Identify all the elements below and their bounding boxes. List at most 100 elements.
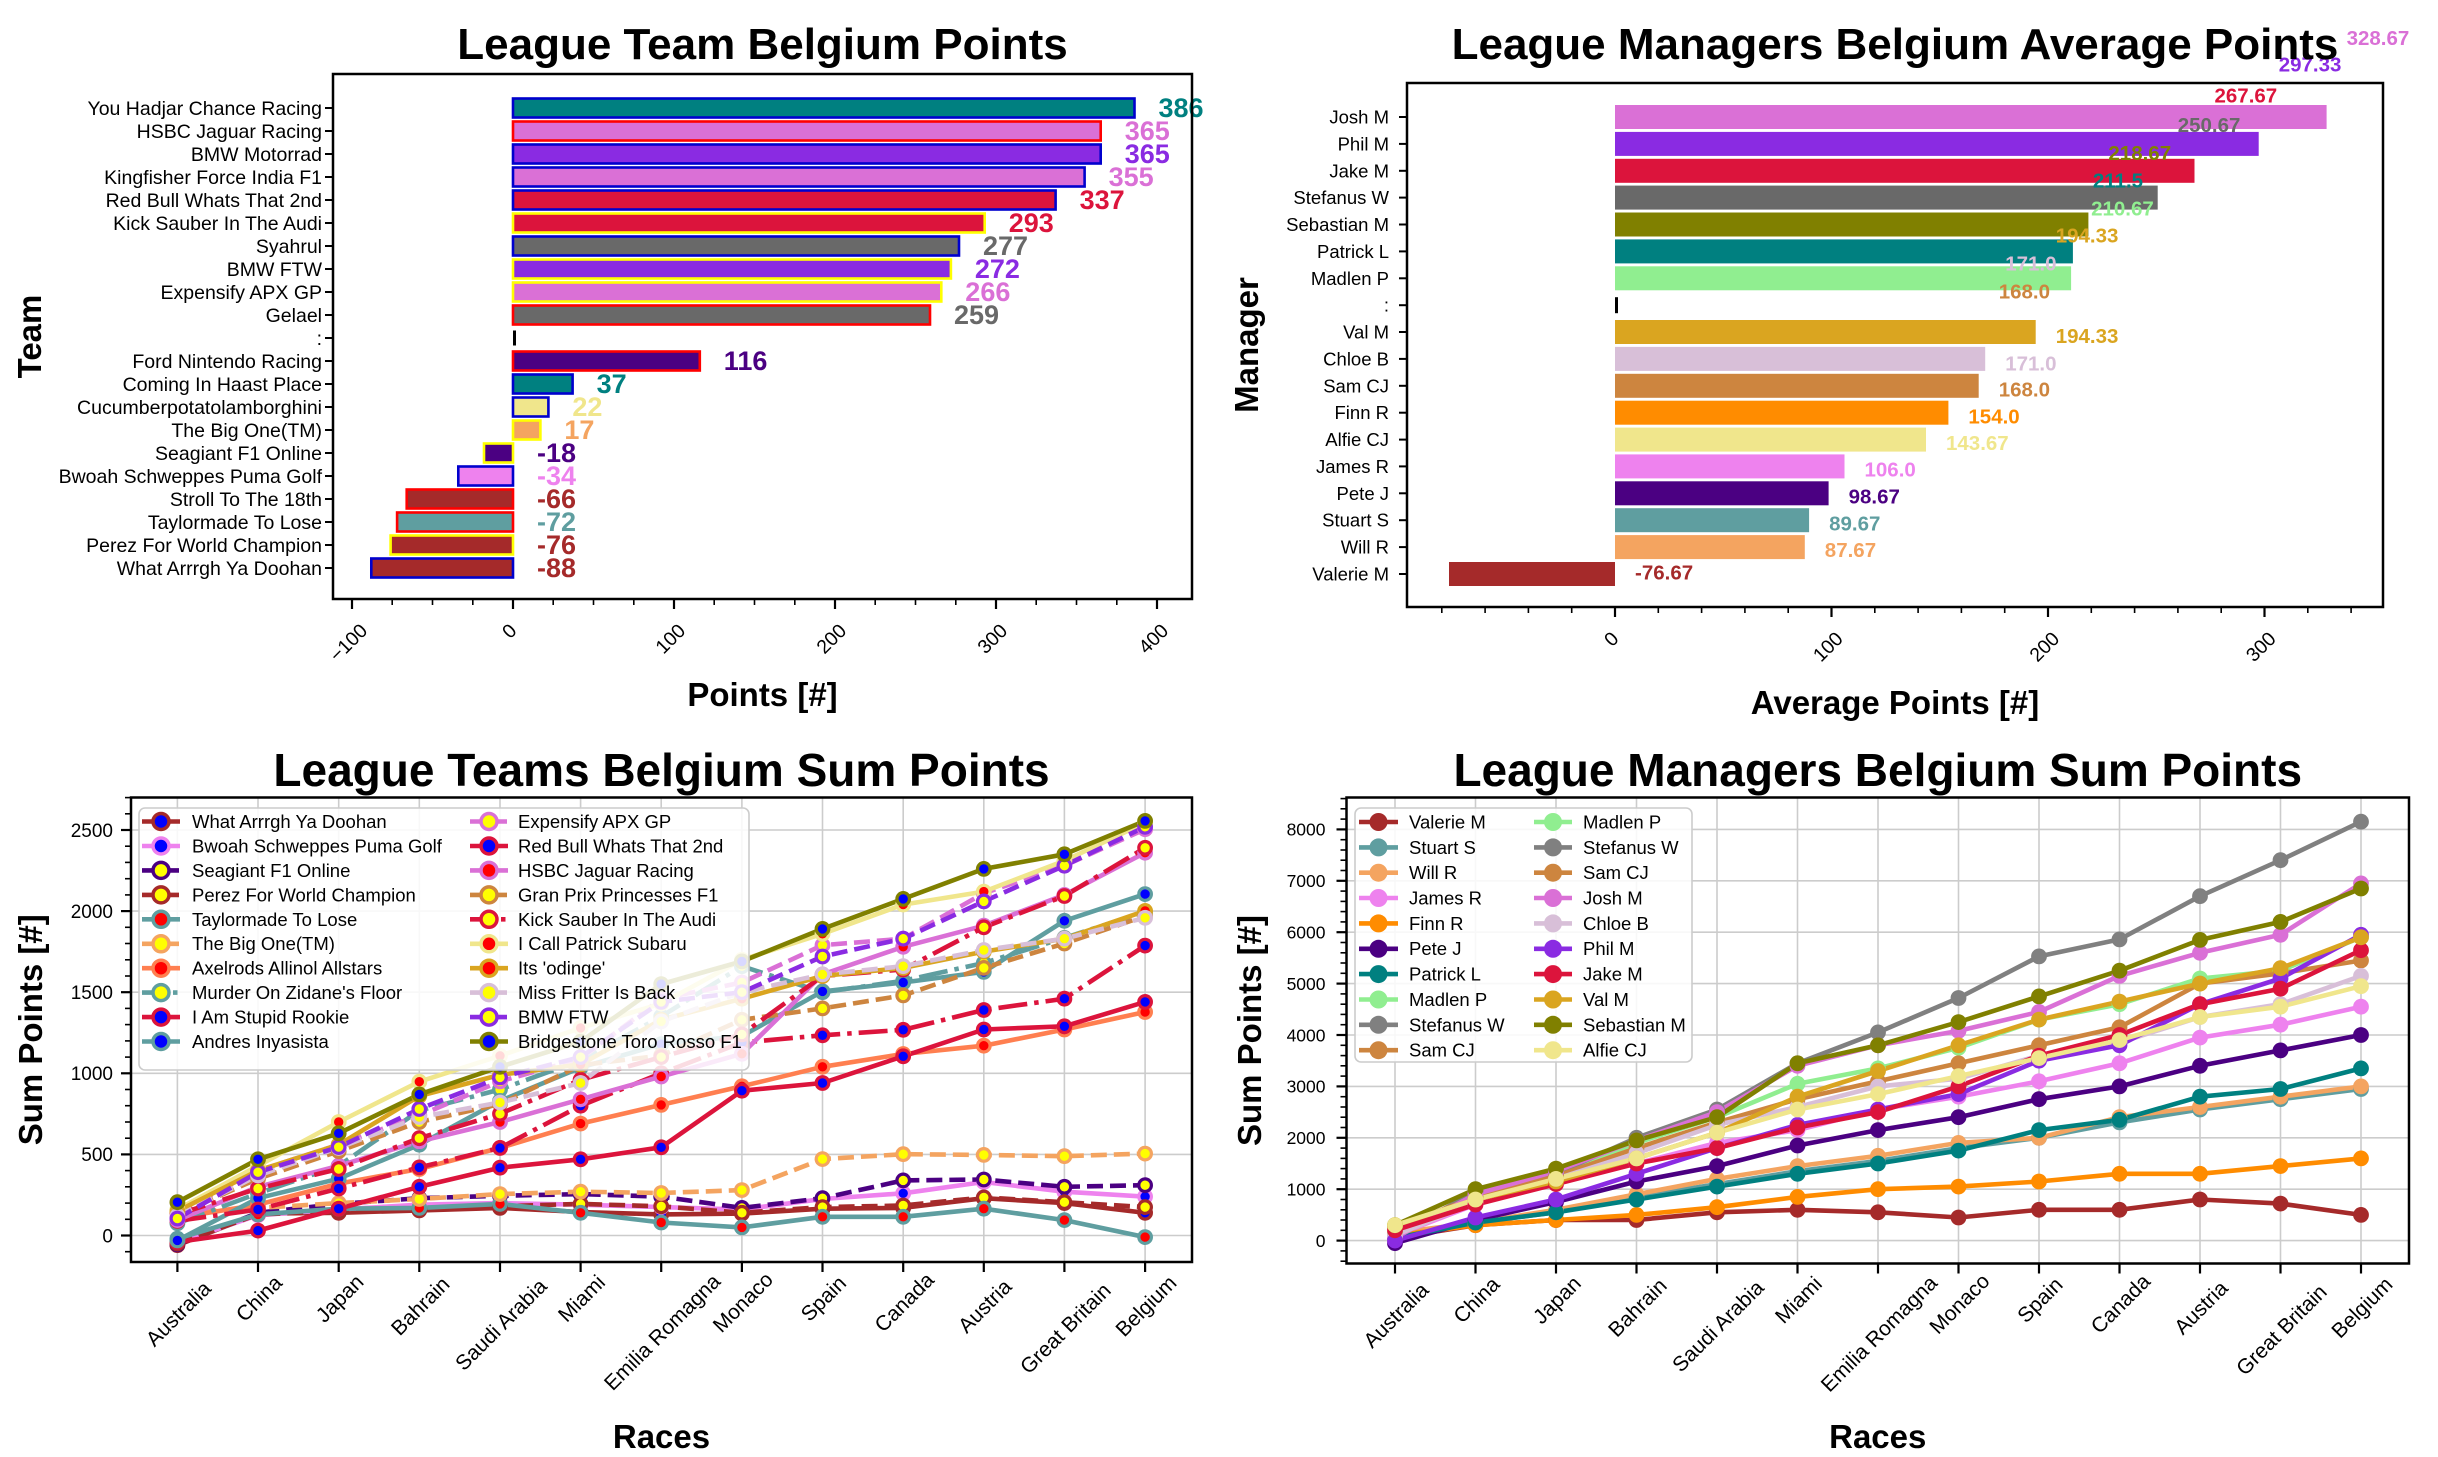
svg-text:Madlen P: Madlen P: [1409, 989, 1487, 1010]
svg-text:-72: -72: [537, 507, 576, 537]
svg-text:Coming In Haast Place: Coming In Haast Place: [123, 374, 322, 396]
svg-text:I Call Patrick Subaru: I Call Patrick Subaru: [518, 933, 687, 954]
svg-text:98.67: 98.67: [1849, 485, 1900, 508]
svg-text:Sum Points [#]: Sum Points [#]: [12, 914, 49, 1145]
svg-text:Stefanus W: Stefanus W: [1583, 837, 1679, 858]
svg-text:BMW Motorrad: BMW Motorrad: [191, 144, 322, 166]
svg-text:Perez For World Champion: Perez For World Champion: [192, 884, 416, 905]
svg-text:Will R: Will R: [1341, 537, 1389, 558]
svg-text:277: 277: [983, 231, 1028, 261]
svg-text:-18: -18: [537, 438, 576, 468]
svg-text:Cucumberpotatolamborghini: Cucumberpotatolamborghini: [77, 397, 322, 419]
svg-text:-34: -34: [537, 461, 576, 491]
svg-text:0: 0: [1316, 1231, 1326, 1251]
svg-text:Stuart S: Stuart S: [1409, 837, 1476, 858]
svg-text:Murder On Zidane's Floor: Murder On Zidane's Floor: [192, 982, 402, 1003]
svg-text:League Teams Belgium Sum Point: League Teams Belgium Sum Points: [273, 744, 1049, 796]
svg-text:Stroll To The 18th: Stroll To The 18th: [170, 489, 322, 511]
svg-text:League Team Belgium Points: League Team Belgium Points: [457, 20, 1067, 69]
svg-text:-66: -66: [537, 484, 576, 514]
svg-text:Points [#]: Points [#]: [687, 676, 837, 713]
svg-text:Ford Nintendo Racing: Ford Nintendo Racing: [132, 351, 322, 373]
svg-text:Red Bull Whats That 2nd: Red Bull Whats That 2nd: [518, 836, 723, 857]
svg-text:Expensify APX GP: Expensify APX GP: [161, 282, 323, 304]
svg-text:-88: -88: [537, 553, 576, 583]
svg-text:James R: James R: [1316, 456, 1389, 477]
svg-text:BMW FTW: BMW FTW: [518, 1007, 609, 1028]
svg-text:Val M: Val M: [1583, 989, 1629, 1010]
svg-text:6000: 6000: [1287, 923, 1326, 943]
svg-text:5000: 5000: [1287, 974, 1326, 994]
svg-text:Jake M: Jake M: [1329, 160, 1389, 181]
svg-text:Stefanus W: Stefanus W: [1409, 1014, 1505, 1035]
svg-text:Races: Races: [613, 1418, 710, 1455]
svg-text:League Managers Belgium Averag: League Managers Belgium Average Points: [1452, 20, 2339, 69]
svg-text:Seagiant F1 Online: Seagiant F1 Online: [155, 443, 322, 465]
svg-text:2500: 2500: [71, 821, 113, 842]
svg-text:297.33: 297.33: [2279, 53, 2342, 76]
svg-text:What Arrrgh Ya Doohan: What Arrrgh Ya Doohan: [192, 811, 387, 832]
svg-text:Red Bull Whats That 2nd: Red Bull Whats That 2nd: [106, 190, 322, 212]
svg-text:Sam CJ: Sam CJ: [1323, 375, 1389, 396]
svg-text:171.0: 171.0: [2005, 352, 2056, 375]
svg-text:Val M: Val M: [1343, 322, 1389, 343]
svg-text:168.0: 168.0: [1999, 280, 2050, 303]
svg-text:Phil M: Phil M: [1338, 133, 1389, 154]
svg-text:Stuart S: Stuart S: [1322, 510, 1389, 531]
svg-text:1000: 1000: [71, 1064, 113, 1085]
svg-text:Valerie M: Valerie M: [1312, 564, 1389, 585]
svg-text:355: 355: [1109, 162, 1154, 192]
svg-text:Chloe B: Chloe B: [1583, 913, 1649, 934]
svg-text:Sam CJ: Sam CJ: [1409, 1040, 1475, 1061]
svg-text:Josh M: Josh M: [1329, 107, 1389, 128]
svg-text:Team: Team: [11, 295, 48, 379]
svg-text:-76.67: -76.67: [1635, 561, 1693, 584]
svg-text:James R: James R: [1409, 888, 1482, 909]
svg-text:1500: 1500: [71, 983, 113, 1004]
svg-text:Sam CJ: Sam CJ: [1583, 862, 1649, 883]
svg-text:Phil M: Phil M: [1583, 938, 1634, 959]
svg-text:Races: Races: [1829, 1418, 1926, 1455]
svg-text:Miss Fritter Is Back: Miss Fritter Is Back: [518, 982, 676, 1003]
svg-text:Gran Prix Princesses F1: Gran Prix Princesses F1: [518, 884, 718, 905]
svg-text:Alfie CJ: Alfie CJ: [1325, 429, 1389, 450]
svg-text:Sebastian M: Sebastian M: [1583, 1014, 1686, 1035]
svg-text:Pete J: Pete J: [1337, 483, 1389, 504]
svg-text:218.67: 218.67: [2108, 142, 2171, 165]
svg-text::: :: [317, 328, 322, 350]
svg-text:194.33: 194.33: [2056, 224, 2119, 247]
svg-text:Bwoah Schweppes Puma Golf: Bwoah Schweppes Puma Golf: [192, 836, 443, 857]
svg-text:Madlen P: Madlen P: [1583, 812, 1661, 833]
svg-text:Finn R: Finn R: [1335, 402, 1390, 423]
svg-text::: :: [1384, 295, 1389, 316]
svg-text:2000: 2000: [71, 902, 113, 923]
svg-text:259: 259: [954, 300, 999, 330]
svg-text:Perez For World Champion: Perez For World Champion: [86, 535, 322, 557]
svg-text:272: 272: [975, 254, 1020, 284]
svg-text:3000: 3000: [1287, 1077, 1326, 1097]
svg-text:Kick Sauber In The Audi: Kick Sauber In The Audi: [518, 909, 716, 930]
svg-text:328.67: 328.67: [2347, 27, 2410, 50]
svg-text:What Arrrgh Ya Doohan: What Arrrgh Ya Doohan: [117, 558, 322, 580]
svg-text:Madlen P: Madlen P: [1311, 268, 1389, 289]
svg-text:106.0: 106.0: [1865, 458, 1916, 481]
svg-text:7000: 7000: [1287, 871, 1326, 891]
svg-text:I Am Stupid Rookie: I Am Stupid Rookie: [192, 1007, 349, 1028]
svg-text:168.0: 168.0: [1999, 378, 2050, 401]
svg-text:Taylormade To Lose: Taylormade To Lose: [148, 512, 322, 534]
svg-text:171.0: 171.0: [2005, 252, 2056, 275]
svg-text:267.67: 267.67: [2215, 84, 2278, 107]
svg-text:Bridgestone Toro Rosso F1: Bridgestone Toro Rosso F1: [518, 1031, 742, 1052]
svg-text:194.33: 194.33: [2056, 325, 2119, 348]
svg-text:The Big One(TM): The Big One(TM): [192, 933, 335, 954]
svg-text:2000: 2000: [1287, 1128, 1326, 1148]
svg-text:Patrick L: Patrick L: [1409, 964, 1481, 985]
svg-text:Its 'odinge': Its 'odinge': [518, 958, 605, 979]
svg-text:Expensify APX GP: Expensify APX GP: [518, 811, 671, 832]
svg-text:Finn R: Finn R: [1409, 913, 1464, 934]
svg-text:Stefanus W: Stefanus W: [1293, 187, 1389, 208]
svg-text:HSBC Jaguar Racing: HSBC Jaguar Racing: [137, 121, 322, 143]
svg-text:266: 266: [965, 277, 1010, 307]
svg-text:Chloe B: Chloe B: [1323, 348, 1389, 369]
svg-text:Josh M: Josh M: [1583, 888, 1643, 909]
